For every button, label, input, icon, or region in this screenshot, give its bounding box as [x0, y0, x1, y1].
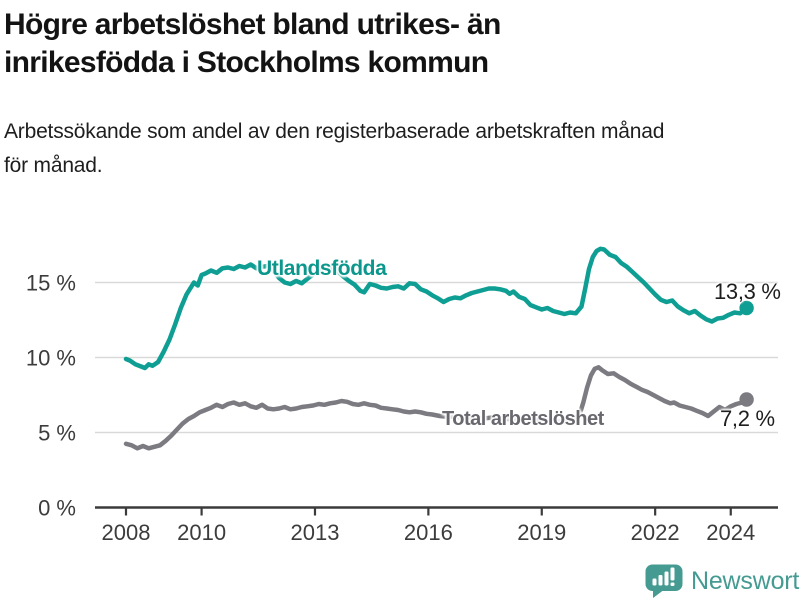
end-dot-0 [739, 300, 754, 316]
y-tick-label: 5 % [38, 421, 76, 446]
x-tick-label: 2013 [291, 520, 340, 545]
y-tick-label: 0 % [38, 496, 76, 521]
x-tick-label: 2008 [102, 520, 151, 545]
x-tick-label: 2016 [404, 520, 453, 545]
x-tick-label: 2010 [177, 520, 226, 545]
chart-subtitle-line-1: Arbetssökande som andel av den registerb… [4, 120, 665, 143]
y-tick-label: 15 % [26, 271, 76, 296]
chart-title-line-1: Högre arbetslöshet bland utrikes- än [4, 8, 501, 41]
newsworthy-wordmark: Newsworthy [691, 567, 800, 595]
x-tick-label: 2022 [631, 520, 680, 545]
series-line-0 [123, 246, 749, 371]
series-line-1 [123, 365, 749, 451]
series-label-utlandsfodda: Utlandsfödda [257, 257, 387, 280]
chart-subtitle: Arbetssökande som andel av den registerb… [4, 115, 794, 183]
y-tick-label: 10 % [26, 346, 76, 371]
end-value-total-arbetsloshet: 7,2 % [720, 406, 775, 431]
chart-title: Högre arbetslöshet bland utrikes- än inr… [4, 6, 724, 82]
series-label-total-arbetsloshet: Total arbetslöshet [442, 408, 604, 430]
end-dot-1 [739, 392, 754, 407]
newsworthy-speech-bubble-icon [645, 564, 683, 598]
newsworthy-logo: Newsworthy [645, 564, 800, 599]
end-value-utlandsfodda: 13,3 % [714, 279, 781, 304]
x-tick-label: 2024 [706, 520, 755, 545]
chart-subtitle-line-2: för månad. [4, 154, 103, 177]
chart-title-line-2: inrikesfödda i Stockholms kommun [4, 46, 489, 79]
x-tick-label: 2019 [517, 520, 566, 545]
